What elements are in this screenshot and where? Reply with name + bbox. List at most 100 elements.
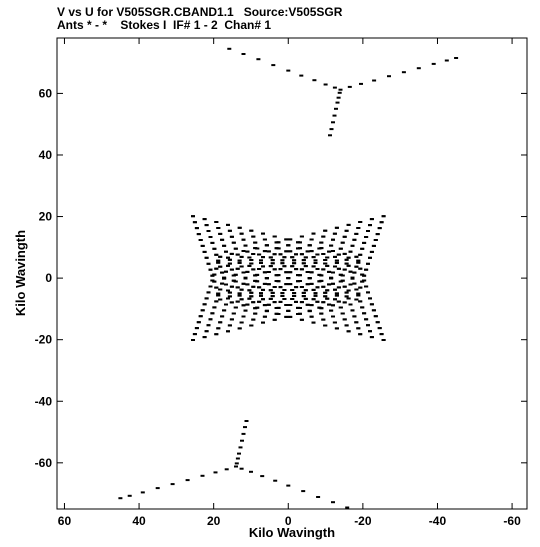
uv-point <box>231 312 236 315</box>
y-tick-label: 40 <box>39 148 53 162</box>
y-tick-label: 20 <box>39 210 53 224</box>
uv-point <box>272 318 277 321</box>
uv-point <box>366 230 370 232</box>
uv-point <box>344 291 349 294</box>
uv-point <box>140 491 145 494</box>
uv-point <box>118 497 123 500</box>
uv-point <box>272 301 277 304</box>
uv-point <box>358 267 363 270</box>
uv-point <box>261 256 265 259</box>
uv-point <box>234 462 239 465</box>
uv-point <box>312 79 317 82</box>
uv-point <box>268 289 273 292</box>
uv-point <box>321 318 326 321</box>
x-tick-label: 0 <box>285 514 292 528</box>
uv-point <box>360 273 365 276</box>
uv-point <box>352 282 357 285</box>
uv-point <box>257 286 262 289</box>
uv-point <box>333 298 337 301</box>
uv-point <box>251 285 256 288</box>
uv-point <box>373 315 378 318</box>
uv-point <box>226 264 230 267</box>
uv-point <box>329 309 334 312</box>
uv-point <box>344 324 349 327</box>
uv-point <box>214 221 219 223</box>
uv-point <box>338 247 343 250</box>
uv-point <box>222 309 227 312</box>
uv-point <box>313 259 318 262</box>
uv-point <box>224 270 228 273</box>
uv-point <box>368 297 372 300</box>
uv-point <box>369 336 374 339</box>
uv-point <box>294 300 298 303</box>
uv-point <box>317 247 322 250</box>
uv-point <box>227 262 232 265</box>
uv-point <box>352 315 357 318</box>
uv-point <box>321 285 326 288</box>
uv-point <box>309 282 314 285</box>
uv-point <box>214 333 219 336</box>
uv-point <box>216 292 221 295</box>
uv-point <box>323 259 328 261</box>
uv-point <box>249 324 254 327</box>
uv-point <box>334 327 339 330</box>
uv-point <box>249 229 254 232</box>
uv-point <box>348 283 353 286</box>
uv-point <box>303 289 308 292</box>
uv-point <box>222 276 227 279</box>
uv-point <box>241 304 246 307</box>
uv-point <box>278 300 283 303</box>
uv-point <box>268 297 273 300</box>
uv-point <box>354 255 359 258</box>
uv-point <box>334 292 339 295</box>
uv-point <box>348 270 353 273</box>
uv-point <box>216 294 221 297</box>
uv-point <box>307 310 312 313</box>
uv-point <box>247 264 252 267</box>
uv-point <box>336 286 341 289</box>
data-points <box>118 47 459 509</box>
uv-point <box>332 232 337 235</box>
uv-point <box>218 265 223 268</box>
uv-point <box>278 268 283 271</box>
uv-point <box>280 295 285 297</box>
uv-point <box>329 244 334 247</box>
uv-point <box>301 291 306 294</box>
uv-point <box>298 307 302 309</box>
uv-point <box>333 265 337 268</box>
uv-point <box>319 241 324 244</box>
uv-point <box>237 294 242 297</box>
uv-point <box>344 262 349 265</box>
uv-point <box>327 270 332 273</box>
uv-point <box>222 244 227 247</box>
uv-point <box>307 244 312 247</box>
uv-point <box>381 339 386 341</box>
uv-point <box>368 330 372 333</box>
uv-point <box>325 256 330 259</box>
uv-point <box>331 282 335 285</box>
uv-point <box>362 274 367 277</box>
uv-point <box>350 277 355 280</box>
uv-point <box>325 297 330 300</box>
uv-point <box>208 285 213 288</box>
uv-point <box>266 271 271 273</box>
uv-point <box>301 259 306 262</box>
uv-point <box>301 490 306 493</box>
uv-point <box>227 295 232 298</box>
uv-point <box>266 283 271 286</box>
uv-point <box>342 268 347 271</box>
uv-point <box>220 315 225 318</box>
uv-point <box>416 67 421 70</box>
uv-point <box>266 250 271 253</box>
uv-point <box>261 288 265 291</box>
uv-point <box>362 312 367 315</box>
uv-point <box>224 250 228 253</box>
uv-point <box>336 300 341 303</box>
uv-point <box>377 227 382 230</box>
uv-point <box>241 282 246 285</box>
uv-point <box>282 298 287 300</box>
uv-point <box>192 221 197 224</box>
y-tick-label: -40 <box>35 394 53 408</box>
uv-point <box>220 238 225 241</box>
